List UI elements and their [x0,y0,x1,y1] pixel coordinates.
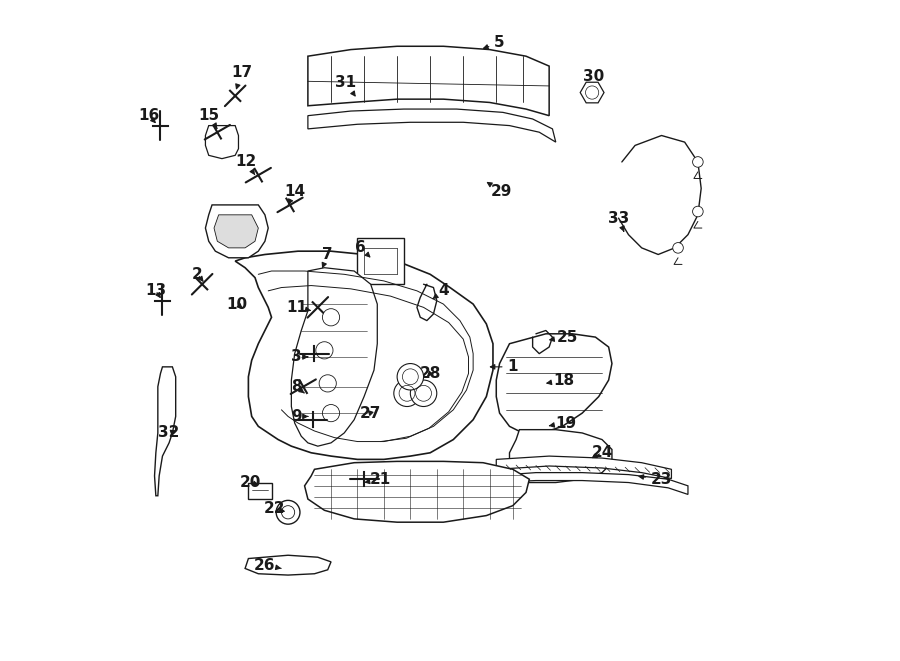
Text: 26: 26 [254,558,281,572]
Circle shape [673,243,683,253]
Text: 24: 24 [591,446,613,460]
Text: 19: 19 [549,416,576,430]
Polygon shape [214,215,258,248]
Text: 31: 31 [335,75,356,96]
Text: 21: 21 [364,472,392,486]
Text: 11: 11 [286,300,310,315]
Polygon shape [248,483,272,499]
Text: 7: 7 [322,247,333,268]
Text: 8: 8 [291,379,304,394]
Text: 4: 4 [433,284,449,299]
Text: 17: 17 [231,65,252,89]
Polygon shape [357,238,404,284]
Text: 13: 13 [145,284,166,298]
Polygon shape [509,430,612,483]
Polygon shape [292,268,377,446]
Circle shape [394,380,420,407]
Polygon shape [245,555,331,575]
Polygon shape [580,82,604,103]
Polygon shape [235,251,493,459]
Text: 12: 12 [236,155,257,175]
Polygon shape [205,205,268,258]
Text: 33: 33 [608,211,629,231]
Circle shape [693,206,703,217]
Text: 9: 9 [292,409,308,424]
Text: 25: 25 [550,330,579,344]
Polygon shape [308,109,556,142]
Text: 29: 29 [488,182,512,199]
Circle shape [693,157,703,167]
Circle shape [410,380,436,407]
Text: 3: 3 [292,350,308,364]
Text: 5: 5 [483,36,505,50]
Polygon shape [496,334,612,433]
Circle shape [276,500,300,524]
Text: 30: 30 [583,69,605,89]
Text: 1: 1 [491,360,518,374]
Polygon shape [308,46,549,116]
Polygon shape [496,456,671,479]
Polygon shape [205,126,239,159]
Text: 14: 14 [284,184,305,204]
Text: 15: 15 [198,108,220,128]
Text: 23: 23 [639,472,672,486]
Polygon shape [490,473,688,494]
Text: 20: 20 [239,475,261,490]
Text: 28: 28 [419,366,441,381]
Text: 27: 27 [360,406,382,420]
Text: 32: 32 [158,426,180,440]
Text: 16: 16 [139,108,160,123]
Text: 18: 18 [547,373,574,387]
Text: 2: 2 [192,267,202,282]
Polygon shape [155,367,176,496]
Text: 6: 6 [356,241,370,257]
Circle shape [397,364,424,390]
Text: 22: 22 [264,502,285,516]
Polygon shape [304,461,529,522]
Text: 10: 10 [227,297,248,311]
